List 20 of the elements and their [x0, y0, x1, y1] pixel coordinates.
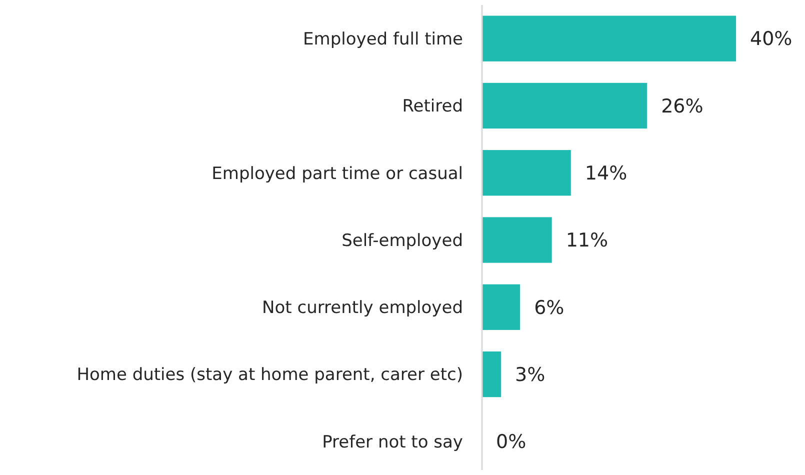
data-label: 0% — [496, 431, 526, 454]
bar — [482, 82, 648, 129]
data-label: 14% — [584, 162, 628, 185]
data-label: 3% — [515, 364, 546, 386]
bar — [482, 351, 502, 398]
bar — [482, 16, 736, 62]
y-tick-label: Home duties (stay at home parent, carer etc) — [76, 365, 463, 386]
y-tick-label: Self-employed — [342, 230, 463, 251]
data-label: 6% — [534, 296, 564, 319]
bar — [482, 150, 571, 196]
y-tick-label: Not currently employed — [262, 298, 463, 318]
data-label: 11% — [566, 230, 608, 252]
data-label: 40% — [750, 28, 792, 50]
y-tick-label: Retired — [402, 96, 463, 117]
bar — [482, 284, 520, 330]
data-label: 26% — [661, 95, 704, 118]
y-tick-label: Employed part time or casual — [212, 164, 463, 184]
bar — [482, 217, 552, 263]
y-tick-label: Prefer not to say — [322, 432, 463, 452]
y-tick-label: Employed full time — [303, 30, 463, 50]
